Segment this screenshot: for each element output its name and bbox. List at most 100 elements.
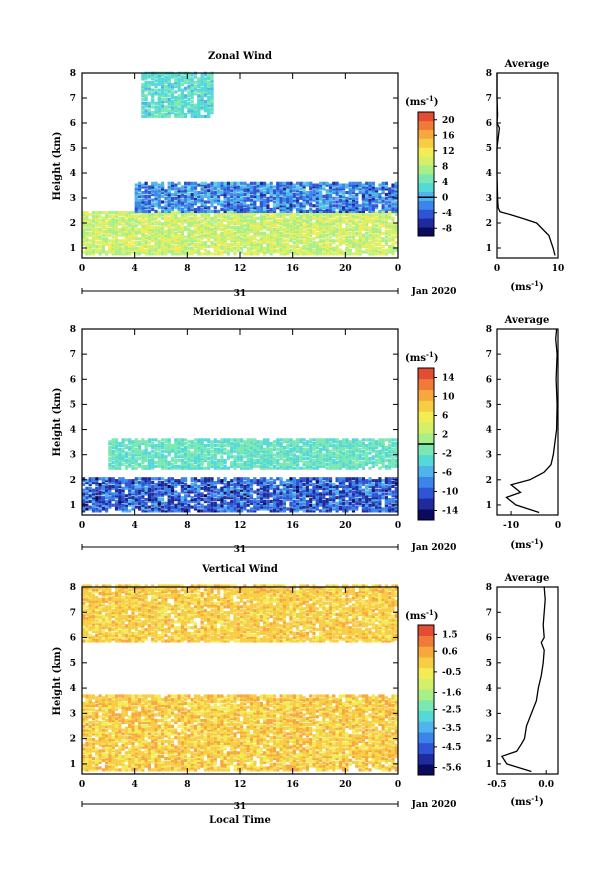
zonal-heat-cell <box>210 198 214 202</box>
zonal-heat-cell <box>95 216 99 220</box>
zonal-heat-cell <box>384 196 388 200</box>
zonal-heat-cell <box>88 246 92 250</box>
zonal-heat-cell <box>269 241 273 245</box>
zonal-heat-cell <box>170 222 175 226</box>
zonal-heat-cell <box>85 216 89 220</box>
zonal-heat-cell <box>358 250 362 254</box>
meridional-heat-cell <box>355 477 359 481</box>
zonal-heat-cell <box>292 233 296 237</box>
zonal-heat-cell <box>378 220 382 224</box>
zonal-heat-cell <box>223 233 227 237</box>
zonal-heat-cell <box>322 218 326 222</box>
zonal-heat-cell <box>266 189 270 193</box>
zonal-heat-cell <box>213 226 217 230</box>
zonal-heat-cell <box>240 206 244 210</box>
zonal-heat-cell <box>147 226 151 230</box>
zonal-heat-cell <box>384 226 388 230</box>
zonal-heat-cell <box>190 224 194 228</box>
zonal-heat-cell <box>170 185 175 189</box>
zonal-heat-cell <box>263 191 267 195</box>
zonal-heat-cell <box>108 244 112 248</box>
zonal-heat-cell <box>138 207 142 212</box>
zonal-heat-cell <box>193 224 198 228</box>
meridional-heat-cell <box>338 505 342 509</box>
zonal-heat-cell <box>319 233 323 237</box>
zonal-heat-cell <box>164 235 168 239</box>
zonal-heat-cell <box>151 191 155 195</box>
zonal-heat-cell <box>335 252 339 256</box>
zonal-heat-cell <box>279 183 283 187</box>
zonal-heat-cell <box>361 239 365 243</box>
zonal-heat-cell <box>338 218 342 222</box>
meridional-heat-cell <box>111 477 115 481</box>
zonal-heat-cell <box>187 231 191 235</box>
zonal-heat-cell <box>375 229 379 233</box>
zonal-heat-cell <box>378 192 382 197</box>
meridional-wind-panel: Meridional Wind 1 12 23 34 45 56 67 78 8 0 4 8 12 16… <box>52 307 561 555</box>
zonal-heat-cell <box>151 248 155 252</box>
zonal-heat-cell <box>170 220 175 224</box>
meridional-heat-cell <box>95 492 99 496</box>
meridional-heat-cell <box>105 477 109 481</box>
zonal-heat-cell <box>217 181 221 185</box>
zonal-wind-panel: Zonal Wind 1 12 23 34 45 56 67 78 8 0 4 8 12 16 20 0 H… <box>52 51 564 299</box>
zonal-heat-cell <box>95 229 99 233</box>
meridional-heat-cell <box>128 509 132 513</box>
zonal-heat-cell <box>345 235 349 239</box>
meridional-heat-cell <box>269 481 273 485</box>
zonal-heat-cell <box>249 227 254 232</box>
zonal-heat-cell <box>296 204 300 208</box>
zonal-profile-frame <box>496 72 559 259</box>
zonal-heat-cell <box>309 192 313 197</box>
zonal-heat-cell <box>161 233 165 237</box>
zonal-heat-cell <box>358 226 362 230</box>
zonal-heat-cell <box>256 242 260 247</box>
zonal-heat-cell <box>391 231 395 235</box>
zonal-heat-cell <box>128 237 132 241</box>
meridional-heat-cell <box>213 501 217 505</box>
zonal-heat-cell <box>85 218 89 222</box>
zonal-heat-cell <box>325 248 329 252</box>
meridional-heat-cell <box>368 477 372 481</box>
zonal-heat-cell <box>184 227 188 232</box>
zonal-heat-cell <box>184 250 188 254</box>
meridional-heat-cell <box>223 496 227 500</box>
meridional-heat-cell <box>243 477 247 481</box>
zonal-heat-cell <box>381 250 385 254</box>
zonal-heat-cell <box>223 237 227 241</box>
zonal-heat-cell <box>315 191 319 195</box>
zonal-heat-cell <box>259 206 263 210</box>
zonal-heat-cell <box>223 226 227 230</box>
meridional-heat-cell <box>193 438 198 442</box>
zonal-heat-cell <box>233 207 237 212</box>
meridional-heat-cell <box>95 496 99 500</box>
zonal-heat-cell <box>88 239 92 243</box>
meridional-heat-cell <box>220 509 224 513</box>
zonal-heat-cell <box>230 204 234 208</box>
zonal-heat-cell <box>193 202 198 206</box>
zonal-heat-cell <box>170 218 175 222</box>
zonal-heat-cell <box>223 218 227 222</box>
meridional-heat-cell <box>180 438 184 442</box>
zonal-heat-cell <box>358 216 362 220</box>
zonal-heat-cell <box>243 233 247 237</box>
zonal-heat-cell <box>272 220 277 224</box>
zonal-heat-cell <box>111 220 115 224</box>
zonal-heat-cell <box>338 222 342 226</box>
zonal-heat-cell <box>365 181 369 185</box>
zonal-heat-cell <box>286 183 290 187</box>
zonal-heat-cell <box>342 231 346 235</box>
meridional-heat-cell <box>388 505 392 509</box>
zonal-heat-cell <box>266 191 270 195</box>
zonal-heat-cell <box>220 212 224 217</box>
zonal-heat-cell <box>167 191 171 195</box>
zonal-heat-cell <box>88 242 92 247</box>
meridional-heat-cell <box>302 505 306 509</box>
zonal-heat-cell <box>345 241 349 245</box>
zonal-heat-cell <box>101 226 105 230</box>
zonal-heat-cell <box>322 198 326 202</box>
zonal-heat-cell <box>296 241 300 245</box>
zonal-heat-cell <box>394 241 398 245</box>
zonal-heat-cell <box>82 216 86 220</box>
zonal-heat-cell <box>240 181 244 185</box>
